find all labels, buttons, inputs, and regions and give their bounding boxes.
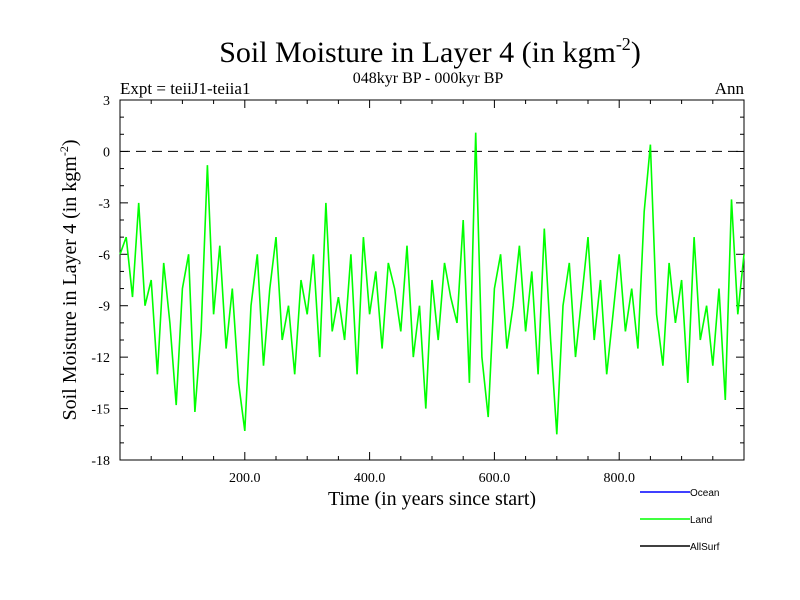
y-tick-label: -9	[98, 300, 110, 315]
y-axis-label-sup: -2	[57, 146, 71, 156]
y-axis-label-close: )	[59, 139, 81, 146]
y-axis-label: Soil Moisture in Layer 4 (in kgm-2)	[57, 139, 81, 420]
y-axis-label-main: Soil Moisture in Layer 4 (in kgm	[59, 156, 81, 421]
chart-title-main: Soil Moisture in Layer 4 (in kgm	[219, 36, 616, 69]
x-axis-ticks: 200.0 400.0 600.0 800.0	[150, 100, 714, 486]
series-line-land	[119, 132, 745, 435]
legend-label: Land	[690, 515, 712, 526]
x-axis-label: Time (in years since start)	[328, 488, 536, 510]
y-tick-label: -18	[91, 454, 110, 469]
legend-label: AllSurf	[690, 542, 720, 553]
x-tick-label: 800.0	[603, 471, 635, 486]
chart-subtitle: 048kyr BP - 000kyr BP	[353, 70, 504, 87]
expt-label: Expt = teiiJ1-teiia1	[120, 79, 250, 98]
x-tick-label: 200.0	[229, 471, 261, 486]
series-layer	[119, 132, 745, 435]
y-tick-label: 3	[103, 94, 110, 109]
y-tick-label: 0	[103, 145, 110, 160]
y-tick-label: -15	[91, 403, 110, 418]
y-tick-label: -6	[98, 248, 110, 263]
chart-title-close: )	[631, 36, 641, 69]
x-tick-label: 600.0	[479, 471, 511, 486]
x-tick-label: 400.0	[354, 471, 386, 486]
y-tick-label: -12	[91, 351, 110, 366]
season-label: Ann	[715, 79, 745, 98]
chart-title-sup: -2	[616, 34, 631, 54]
y-tick-label: -3	[98, 197, 110, 212]
chart-title: Soil Moisture in Layer 4 (in kgm-2)	[219, 34, 641, 69]
y-axis-ticks: 3 0 -3 -6 -9 -12 -15 -18	[91, 94, 744, 469]
legend: Ocean Land AllSurf	[640, 488, 720, 553]
legend-label: Ocean	[690, 488, 719, 499]
